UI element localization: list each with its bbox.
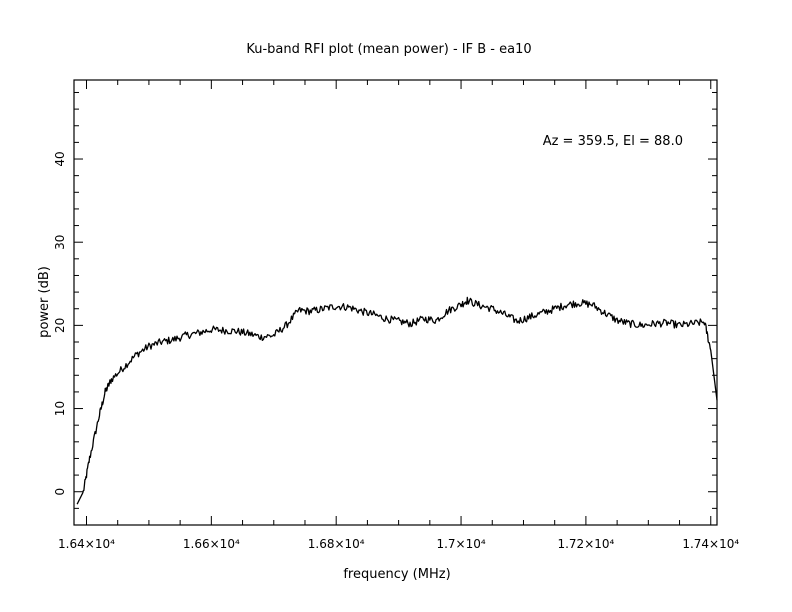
y-tick-label: 40 [53,151,67,166]
x-tick-label: 1.64×10⁴ [58,537,115,551]
y-tick-label: 20 [53,318,67,333]
x-tick-label: 1.7×10⁴ [436,537,485,551]
x-tick-label: 1.74×10⁴ [682,537,739,551]
plot-frame [73,79,718,526]
x-tick-label: 1.72×10⁴ [557,537,614,551]
y-tick-label: 0 [53,488,67,496]
y-tick-label: 10 [53,401,67,416]
chart-title: Ku-band RFI plot (mean power) - IF B - e… [246,42,531,57]
y-axis-label: power (dB) [37,266,52,338]
series-line [76,296,718,505]
x-axis-label: frequency (MHz) [343,567,450,582]
axis-ticks: 1.64×10⁴ 1.66×10⁴ 1.68×10⁴ 1.7×10⁴ 1.72×10⁴ 1… [53,80,739,551]
series-layer [76,296,718,505]
x-tick-label: 1.68×10⁴ [308,537,365,551]
chart-annotation: Az = 359.5, El = 88.0 [543,134,683,149]
x-tick-label: 1.66×10⁴ [183,537,240,551]
y-tick-label: 30 [53,235,67,250]
